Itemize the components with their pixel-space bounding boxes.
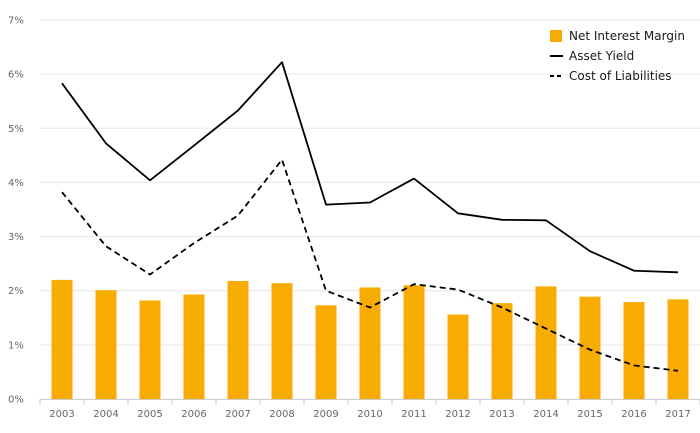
bar-2009 — [315, 305, 337, 399]
x-tick-label: 2016 — [621, 409, 646, 420]
x-tick-label: 2007 — [225, 409, 250, 420]
legend-label: Cost of Liabilities — [569, 69, 672, 83]
bar-2016 — [623, 302, 645, 399]
bar-2014 — [535, 286, 557, 399]
y-tick-label: 6% — [8, 70, 24, 81]
gridlines — [40, 19, 700, 400]
x-tick-label: 2010 — [357, 409, 382, 420]
x-tick-label: 2011 — [401, 409, 426, 420]
bar-2017 — [667, 299, 689, 399]
bar-2007 — [227, 280, 249, 399]
x-tick-label: 2017 — [665, 409, 690, 420]
x-tick-label: 2008 — [269, 409, 294, 420]
y-tick-label: 3% — [8, 232, 24, 243]
line-series — [61, 61, 679, 372]
bar-2004 — [95, 290, 117, 399]
x-tick-label: 2009 — [313, 409, 338, 420]
asset-yield-line — [61, 61, 679, 274]
bar-2015 — [579, 296, 601, 399]
y-tick-label: 4% — [8, 178, 24, 189]
x-tick-label: 2006 — [181, 409, 206, 420]
bar-2011 — [403, 285, 425, 399]
y-tick-label: 5% — [8, 124, 24, 135]
bar-2010 — [359, 287, 381, 399]
x-tick-label: 2005 — [137, 409, 162, 420]
x-tick-label: 2014 — [533, 409, 558, 420]
x-axis: 2003 2004 2005 2006 2007 2008 2009 2010 2011 2012… — [39, 399, 700, 420]
bar-2003 — [51, 279, 73, 399]
y-tick-label: 2% — [8, 286, 24, 297]
bar-2013 — [491, 303, 513, 399]
legend-swatch-net-interest-margin — [550, 30, 562, 42]
bar-2006 — [183, 294, 205, 399]
bar-series — [51, 279, 689, 399]
y-axis: 0% 1% 2% 3% 4% 5% 6% 7% — [8, 16, 24, 406]
y-tick-label: 7% — [8, 16, 24, 27]
legend-label: Asset Yield — [569, 49, 634, 63]
x-tick-label: 2003 — [49, 409, 74, 420]
x-tick-label: 2004 — [93, 409, 118, 420]
x-tick-label: 2013 — [489, 409, 514, 420]
y-tick-label: 1% — [8, 340, 24, 351]
y-tick-label: 0% — [8, 395, 24, 406]
legend-label: Net Interest Margin — [569, 29, 685, 43]
cost-of-liabilities-line — [61, 158, 679, 372]
legend: Net Interest Margin Asset Yield Cost of Li… — [550, 29, 685, 83]
bar-2005 — [139, 300, 161, 399]
bar-2008 — [271, 283, 293, 399]
bar-2012 — [447, 314, 469, 399]
x-tick-label: 2015 — [577, 409, 602, 420]
x-tick-label: 2012 — [445, 409, 470, 420]
